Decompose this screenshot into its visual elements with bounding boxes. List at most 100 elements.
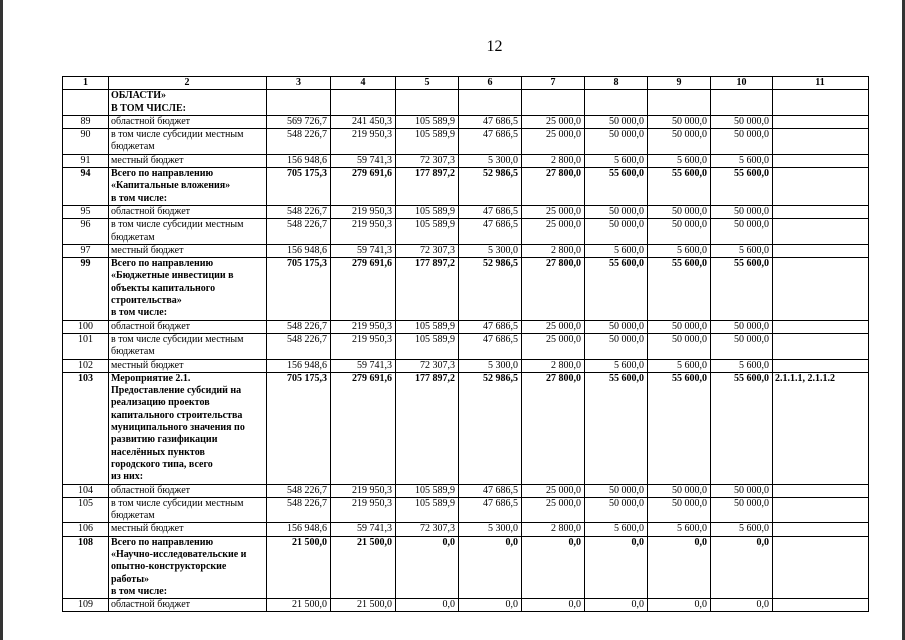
table-cell: 50 000,0 — [584, 114, 648, 130]
table-cell: 50 000,0 — [710, 114, 773, 130]
table-cell: 0,0 — [584, 535, 648, 600]
table-row: 109 областной бюджет 21 500,0 21 500,0 0,0 0,… — [62, 598, 869, 613]
scan-edge — [902, 0, 905, 640]
table-cell: 5 600,0 — [584, 243, 648, 259]
table-cell: 50 000,0 — [710, 204, 773, 220]
table-cell: 108 — [62, 535, 109, 600]
table-cell: 55 600,0 — [710, 167, 773, 206]
table-cell: 50 000,0 — [710, 218, 773, 245]
table-cell: 219 950,3 — [330, 218, 396, 245]
table-cell: Мероприятие 2.1. Предоставление субсидий… — [108, 371, 267, 485]
table-cell: 25 000,0 — [521, 114, 585, 130]
table-cell: 72 307,3 — [395, 522, 459, 537]
table-cell: 50 000,0 — [647, 319, 711, 334]
table-cell — [772, 167, 869, 206]
table-cell: 0,0 — [710, 598, 773, 613]
table-cell: 2.1.1.1, 2.1.1.2 — [772, 371, 869, 485]
table-cell: 50 000,0 — [647, 128, 711, 155]
table-cell — [772, 598, 869, 613]
table-cell: 548 226,7 — [266, 332, 331, 360]
table-cell — [772, 243, 869, 259]
table-cell: 105 — [62, 496, 109, 524]
table-cell — [772, 319, 869, 334]
table-cell: 109 — [62, 598, 109, 613]
table-cell: 105 589,9 — [395, 319, 459, 334]
table-row: 1 2 3 4 5 6 7 8 9 10 11 — [62, 75, 869, 91]
table-cell — [772, 153, 869, 169]
table-cell: 5 600,0 — [710, 243, 773, 259]
table-cell: 106 — [62, 522, 109, 537]
table-cell: 0,0 — [395, 535, 459, 600]
table-cell: 105 589,9 — [395, 218, 459, 245]
table-cell: 47 686,5 — [458, 483, 522, 498]
table-cell: 705 175,3 — [266, 371, 331, 485]
table-cell: 47 686,5 — [458, 204, 522, 220]
table-cell — [772, 522, 869, 537]
table-cell: 72 307,3 — [395, 358, 459, 373]
table-cell: 241 450,3 — [330, 114, 396, 130]
table-cell: 72 307,3 — [395, 153, 459, 169]
table-cell: областной бюджет — [108, 483, 267, 498]
table-cell — [772, 332, 869, 360]
table-row: 106 местный бюджет 156 948,6 59 741,3 72 307… — [62, 522, 869, 537]
table-cell: 27 800,0 — [521, 167, 585, 206]
table-cell: 705 175,3 — [266, 167, 331, 206]
table-cell: 55 600,0 — [710, 257, 773, 321]
table-cell — [772, 257, 869, 321]
table-cell: 95 — [62, 204, 109, 220]
table-row: 94 Всего по направлению «Капитальные влож… — [62, 167, 869, 206]
table-cell: 2 — [108, 75, 267, 91]
table-row: 90 в том числе субсидии местным бюджетам 5… — [62, 128, 869, 155]
table-cell: 156 948,6 — [266, 522, 331, 537]
table-cell: 50 000,0 — [647, 218, 711, 245]
table-cell: 21 500,0 — [330, 598, 396, 613]
table-cell: Всего по направлению «Капитальные вложен… — [108, 167, 267, 206]
table-row: 100 областной бюджет 548 226,7 219 950,3 105… — [62, 319, 869, 334]
table-cell: местный бюджет — [108, 522, 267, 537]
table-cell: 72 307,3 — [395, 243, 459, 259]
table-cell: 52 986,5 — [458, 371, 522, 485]
table-cell: 105 589,9 — [395, 483, 459, 498]
table-cell: 105 589,9 — [395, 332, 459, 360]
table-cell: 219 950,3 — [330, 332, 396, 360]
table-cell: 25 000,0 — [521, 204, 585, 220]
table-cell: областной бюджет — [108, 319, 267, 334]
table-cell: 0,0 — [710, 535, 773, 600]
table-cell: 279 691,6 — [330, 167, 396, 206]
table-cell: 50 000,0 — [584, 483, 648, 498]
table-cell: 25 000,0 — [521, 332, 585, 360]
table-row: 104 областной бюджет 548 226,7 219 950,3 105… — [62, 483, 869, 498]
table-row: 95 областной бюджет 548 226,7 219 950,3 105 … — [62, 204, 869, 220]
table-cell: 548 226,7 — [266, 483, 331, 498]
table-cell: 59 741,3 — [330, 243, 396, 259]
table-cell: 156 948,6 — [266, 243, 331, 259]
table-cell: 97 — [62, 243, 109, 259]
table-cell: 0,0 — [458, 535, 522, 600]
table-cell: 50 000,0 — [584, 204, 648, 220]
table-cell: 0,0 — [647, 535, 711, 600]
table-row: 89 областной бюджет 569 726,7 241 450,3 105 … — [62, 114, 869, 130]
table-cell: 5 600,0 — [710, 522, 773, 537]
table-cell: 5 300,0 — [458, 153, 522, 169]
table-cell: 25 000,0 — [521, 319, 585, 334]
table-cell — [395, 89, 459, 116]
table-cell: 2 800,0 — [521, 153, 585, 169]
table-cell: 50 000,0 — [710, 496, 773, 524]
table-cell: 177 897,2 — [395, 167, 459, 206]
table-cell: 91 — [62, 153, 109, 169]
table-cell: 4 — [330, 75, 396, 91]
table-cell — [772, 89, 869, 116]
table-cell: 177 897,2 — [395, 257, 459, 321]
table-cell: 219 950,3 — [330, 204, 396, 220]
table-cell: 9 — [647, 75, 711, 91]
table-cell: 5 600,0 — [647, 153, 711, 169]
table-cell — [62, 89, 109, 116]
table-cell: областной бюджет — [108, 204, 267, 220]
table-cell: 0,0 — [458, 598, 522, 613]
table-cell: 55 600,0 — [647, 167, 711, 206]
table-cell — [772, 483, 869, 498]
table-cell: 50 000,0 — [710, 332, 773, 360]
table-cell: 279 691,6 — [330, 371, 396, 485]
table-cell: 177 897,2 — [395, 371, 459, 485]
